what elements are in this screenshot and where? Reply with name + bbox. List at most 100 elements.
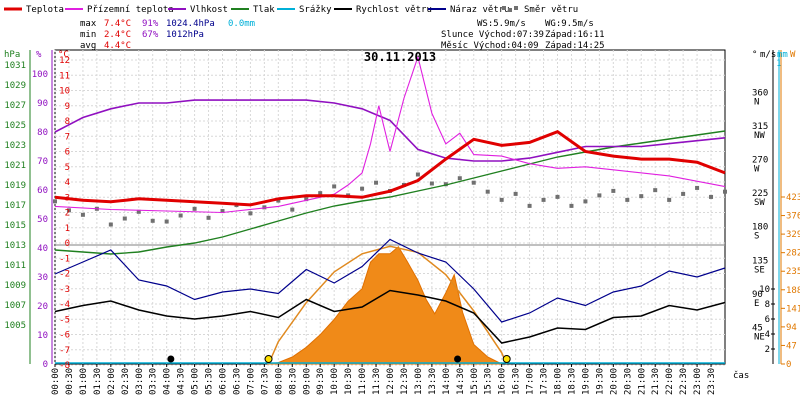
stats-avg-label: avg — [80, 41, 96, 51]
x-tick-label: 00:00 — [51, 368, 61, 395]
dir-tick-label: E — [754, 299, 759, 309]
stats-moon: Měsíc Východ:04:09 — [441, 41, 539, 51]
x-tick-label: 08:30 — [288, 368, 298, 395]
ms-tick-label: 10 — [759, 285, 770, 295]
hpa-tick-label: 1025 — [4, 121, 26, 131]
x-tick-label: 03:00 — [135, 368, 145, 395]
x-tick-label: 20:30 — [623, 368, 633, 395]
x-tick-label: 13:30 — [428, 368, 438, 395]
w-tick-label: 94 — [786, 323, 797, 333]
stats-min-pressure: 1012hPa — [166, 30, 204, 40]
legend-label-vlhkost: Vlhkost — [190, 5, 228, 15]
wind-direction-point — [681, 191, 686, 196]
stats-min-temp: 2.4°C — [104, 30, 131, 40]
x-tick-label: 21:30 — [651, 368, 661, 395]
wind-direction-point — [66, 208, 71, 213]
x-tick-label: 04:30 — [177, 368, 187, 395]
x-tick-label: 14:30 — [456, 368, 466, 395]
x-tick-label: 23:30 — [707, 368, 717, 395]
series-layer — [53, 55, 727, 364]
x-tick-label: 15:30 — [484, 368, 494, 395]
deg-tick-label: 135 — [752, 256, 768, 266]
legend-item-srazky: Srážky — [277, 5, 332, 15]
wind-direction-point — [457, 176, 462, 181]
w-tick-label: 282 — [786, 249, 800, 259]
stats-avg-temp: 4.4°C — [104, 41, 131, 51]
legend-label-srazky: Srážky — [299, 5, 332, 15]
ms-tick-label: 4 — [765, 330, 770, 340]
hpa-tick-label: 1013 — [4, 241, 26, 251]
moonrise-marker — [167, 355, 175, 363]
w-tick-label: 141 — [786, 304, 800, 314]
pct-tick-label: 100 — [32, 70, 48, 80]
hpa-tick-label: 1011 — [4, 261, 26, 271]
legend-label-rychlost-vetru: Rychlost větru — [356, 5, 432, 15]
wind-direction-point — [513, 191, 518, 196]
stats-max-temp: 7.4°C — [104, 19, 131, 29]
x-tick-label: 09:30 — [316, 368, 326, 395]
celsius-tick-label: -5 — [59, 315, 70, 325]
hpa-tick-label: 1009 — [4, 281, 26, 291]
x-tick-label: 06:00 — [219, 368, 229, 395]
axes-layer: 00:00 00:30 01:00 01:30 02:00 02:30 03:00 03:30… — [4, 50, 800, 395]
wind-direction-point — [583, 199, 588, 204]
deg-tick-label: 180 — [752, 223, 768, 233]
wind-direction-point — [178, 213, 183, 218]
w-axis-label: W — [790, 50, 796, 60]
w-tick-label: 0 — [786, 360, 791, 370]
x-tick-label: 17:30 — [540, 368, 550, 395]
legend-label-smer-vetru: Směr větru — [524, 5, 578, 15]
pct-tick-label: 80 — [37, 128, 48, 138]
x-tick-label: 02:00 — [107, 368, 117, 395]
mm-axis-label: mm — [777, 50, 788, 60]
x-tick-label: 10:00 — [330, 368, 340, 395]
solar-radiation-area — [267, 246, 502, 365]
legend-item-naraz-vetru: Náraz větru — [428, 5, 510, 15]
celsius-axis-label: °C — [58, 50, 69, 60]
wind-direction-point — [318, 191, 323, 196]
x-tick-label: 18:30 — [567, 368, 577, 395]
wind-direction-point — [248, 211, 253, 216]
wind-direction-point — [220, 209, 225, 214]
sunrise-marker — [264, 355, 273, 363]
wind-direction-point — [597, 193, 602, 198]
ground-temperature-line — [54, 55, 726, 214]
wind-direction-point — [499, 197, 504, 202]
x-tick-label: 01:30 — [93, 368, 103, 395]
legend-item-rychlost-vetru: Rychlost větru — [334, 5, 432, 15]
pct-tick-label: 0 — [43, 360, 48, 370]
ms-axis-label: m/s — [760, 50, 776, 60]
x-tick-label: 12:30 — [400, 368, 410, 395]
deg-tick-label: 225 — [752, 189, 768, 199]
legend-item-vlhkost: Vlhkost — [168, 5, 228, 15]
legend-label-tlak: Tlak — [253, 5, 275, 15]
hpa-tick-label: 1023 — [4, 141, 26, 151]
celsius-tick-label: -8 — [59, 361, 70, 371]
x-tick-label: 00:30 — [65, 368, 75, 395]
wind-direction-point — [206, 215, 211, 220]
stats-max-humidity: 91% — [142, 19, 159, 29]
wind-direction-point — [360, 186, 365, 191]
wind-direction-point — [136, 209, 141, 214]
celsius-tick-label: 11 — [59, 71, 70, 81]
pct-axis-label: % — [36, 50, 42, 60]
deg-tick-label: 90 — [752, 290, 763, 300]
wind-direction-point — [639, 194, 644, 199]
wind-direction-point — [262, 205, 267, 210]
pct-tick-label: 40 — [37, 244, 48, 254]
deg-axis-label: ° — [752, 50, 757, 60]
celsius-tick-label: 9 — [65, 102, 70, 112]
pct-tick-label: 70 — [37, 157, 48, 167]
deg-tick-label: 45 — [752, 323, 763, 333]
celsius-tick-label: 6 — [65, 148, 70, 158]
wind-direction-point — [471, 180, 476, 185]
moonset-marker — [454, 355, 462, 363]
w-tick-label: 329 — [786, 230, 800, 240]
stats-max-rain: 0.0mm — [228, 19, 255, 29]
pct-tick-label: 30 — [37, 273, 48, 283]
wind-direction-point — [276, 198, 281, 203]
hpa-tick-label: 1021 — [4, 161, 26, 171]
x-tick-label: 17:00 — [526, 368, 536, 395]
celsius-tick-label: 2 — [65, 209, 70, 219]
wind-direction-point — [150, 218, 155, 223]
